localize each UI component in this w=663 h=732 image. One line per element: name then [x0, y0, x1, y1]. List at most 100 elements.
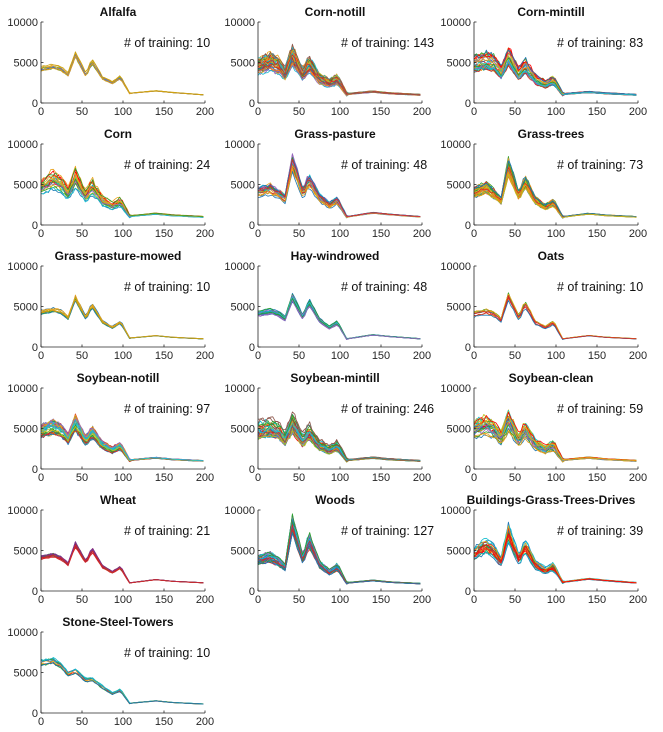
- y-tick-label: 0: [32, 586, 38, 598]
- x-tick-label: 150: [372, 106, 390, 118]
- y-tick-label: 10000: [224, 261, 255, 273]
- x-tick-label: 50: [293, 472, 305, 484]
- series-line: [40, 168, 204, 217]
- y-tick-label: 0: [32, 220, 38, 232]
- x-tick-label: 50: [509, 106, 521, 118]
- x-tick-label: 50: [509, 594, 521, 606]
- x-tick-label: 50: [293, 594, 305, 606]
- series-line: [40, 659, 204, 705]
- series-line: [257, 533, 421, 585]
- x-tick-label: 150: [372, 472, 390, 484]
- series-line: [40, 300, 204, 340]
- series-line: [40, 544, 204, 584]
- training-count-label: # of training: 10: [124, 280, 210, 294]
- y-tick-label: 5000: [14, 668, 38, 680]
- training-count-label: # of training: 21: [124, 524, 210, 538]
- panel-title: Soybean-notill: [77, 371, 160, 385]
- series-line: [473, 167, 637, 218]
- panel-alfalfa: 0 50 100 150 200 0 5000 10000 Alfalfa # of traini…: [7, 5, 214, 118]
- y-tick-label: 10000: [7, 17, 38, 29]
- series-line: [473, 293, 637, 340]
- series-line: [40, 55, 204, 96]
- panel-title: Grass-trees: [518, 127, 585, 141]
- series-line: [40, 418, 204, 461]
- series-line: [257, 165, 421, 218]
- y-tick-label: 0: [32, 464, 38, 476]
- series-line: [473, 166, 637, 218]
- series-line: [473, 173, 637, 219]
- y-tick-label: 5000: [447, 424, 471, 436]
- series-line: [257, 300, 421, 340]
- training-count-label: # of training: 127: [341, 524, 434, 538]
- panel-title: Hay-windrowed: [291, 249, 380, 263]
- x-tick-label: 100: [331, 472, 349, 484]
- y-tick-label: 0: [32, 98, 38, 110]
- series-line: [41, 55, 204, 96]
- training-count-label: # of training: 10: [557, 280, 643, 294]
- x-tick-label: 0: [38, 594, 44, 606]
- training-count-label: # of training: 143: [341, 36, 434, 50]
- x-tick-label: 200: [196, 350, 214, 362]
- y-tick-label: 10000: [224, 17, 255, 29]
- series-line: [40, 662, 204, 705]
- x-tick-label: 150: [588, 106, 606, 118]
- x-tick-label: 200: [629, 106, 647, 118]
- y-tick-label: 5000: [14, 180, 38, 192]
- y-tick-label: 5000: [231, 180, 255, 192]
- series-line: [40, 54, 204, 96]
- series-line: [40, 298, 204, 340]
- series-line: [40, 51, 204, 95]
- panel-soybean-clean: 0 50 100 150 200 0 5000 10000 Soybean-clean # of …: [440, 371, 647, 484]
- x-tick-label: 200: [629, 472, 647, 484]
- y-tick-label: 10000: [7, 139, 38, 151]
- series-line: [40, 422, 204, 462]
- x-tick-label: 100: [114, 716, 132, 728]
- x-tick-label: 150: [155, 350, 173, 362]
- training-count-label: # of training: 73: [557, 158, 643, 172]
- panel-corn: 0 50 100 150 200 0 5000 10000 Corn # of training:…: [7, 127, 214, 240]
- series-line: [257, 530, 421, 585]
- series-line: [40, 544, 204, 584]
- series-line: [257, 301, 421, 340]
- panel-title: Soybean-clean: [509, 371, 594, 385]
- series-line: [473, 167, 637, 218]
- x-tick-label: 100: [114, 594, 132, 606]
- series-line: [40, 300, 204, 340]
- x-tick-label: 200: [413, 228, 431, 240]
- y-tick-label: 0: [249, 220, 255, 232]
- x-tick-label: 0: [255, 350, 261, 362]
- x-tick-label: 50: [509, 472, 521, 484]
- x-tick-label: 150: [372, 228, 390, 240]
- x-tick-label: 200: [196, 472, 214, 484]
- series-line: [40, 422, 204, 461]
- x-tick-label: 50: [509, 228, 521, 240]
- series-line: [473, 295, 637, 340]
- panel-title: Alfalfa: [100, 5, 137, 19]
- training-count-label: # of training: 83: [557, 36, 643, 50]
- x-tick-label: 100: [331, 106, 349, 118]
- y-tick-label: 10000: [7, 383, 38, 395]
- training-count-label: # of training: 48: [341, 280, 427, 294]
- series-line: [473, 417, 637, 462]
- panel-woods: 0 50 100 150 200 0 5000 10000 Woods # of training…: [224, 493, 434, 606]
- series-line: [473, 167, 637, 218]
- training-count-label: # of training: 246: [341, 402, 434, 416]
- y-tick-label: 10000: [440, 261, 471, 273]
- x-tick-label: 50: [76, 228, 88, 240]
- series-line: [473, 416, 637, 461]
- panel-title: Stone-Steel-Towers: [62, 615, 173, 629]
- series-line: [257, 300, 421, 340]
- y-tick-label: 5000: [231, 546, 255, 558]
- x-tick-label: 50: [293, 350, 305, 362]
- series-line: [40, 54, 204, 96]
- series-line: [40, 55, 204, 96]
- x-tick-label: 200: [629, 350, 647, 362]
- x-tick-label: 200: [413, 594, 431, 606]
- y-tick-label: 0: [465, 342, 471, 354]
- panel-grass-trees: 0 50 100 150 200 0 5000 10000 Grass-trees # of tr…: [440, 127, 647, 240]
- x-tick-label: 0: [38, 106, 44, 118]
- panel-corn-mintill: 0 50 100 150 200 0 5000 10000 Corn-mintill # of t…: [440, 5, 647, 118]
- x-tick-label: 200: [413, 472, 431, 484]
- x-tick-label: 50: [293, 106, 305, 118]
- series-line: [257, 58, 421, 96]
